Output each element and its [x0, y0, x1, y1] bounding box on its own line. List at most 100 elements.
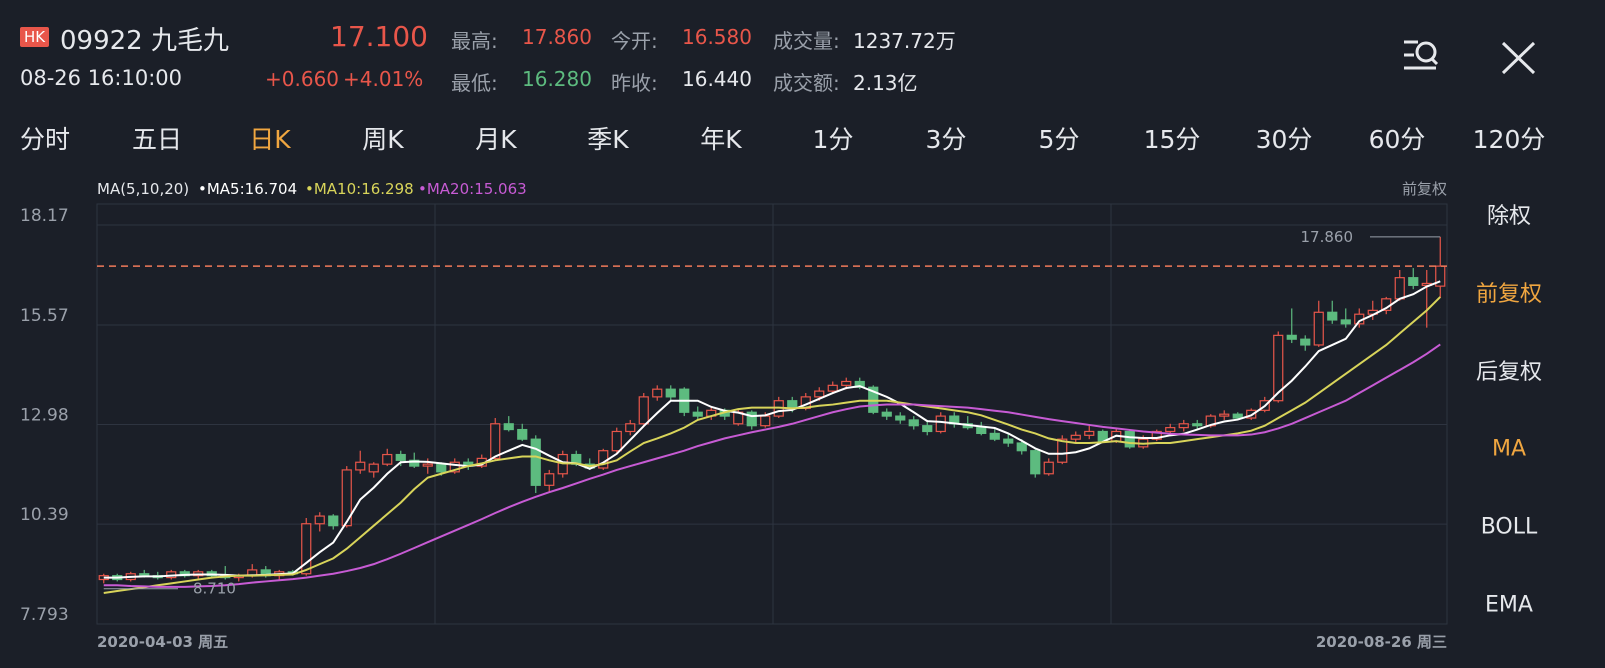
side-option[interactable]: 后复权	[1475, 360, 1543, 385]
candle-body	[881, 411, 892, 417]
side-option[interactable]: 除权	[1486, 204, 1532, 229]
candle-body	[1408, 277, 1419, 286]
tab[interactable]: 3分	[925, 125, 967, 154]
legend-entry: •MA10:16.298	[305, 180, 414, 198]
candle-body	[1003, 438, 1014, 444]
candle-body	[1124, 430, 1135, 448]
time: 08-26 16:10:00	[20, 66, 183, 90]
candle-body	[382, 453, 393, 465]
x-label: 2020-04-03 周五	[97, 633, 228, 651]
candle-body	[1394, 277, 1405, 300]
candle-body	[1043, 461, 1054, 475]
stat-label: 成交额:	[773, 71, 840, 95]
candle-body	[922, 425, 933, 433]
candle-body	[1327, 311, 1338, 321]
candle-body	[1057, 438, 1068, 463]
search-icon[interactable]	[1400, 38, 1442, 78]
tab[interactable]: 15分	[1143, 125, 1201, 154]
candle-body	[355, 461, 366, 471]
side-option[interactable]: 前复权	[1475, 282, 1543, 307]
stat-label: 最高:	[451, 29, 498, 53]
candle-body	[1030, 450, 1041, 475]
stat-value: 16.280	[522, 67, 592, 91]
close-icon[interactable]	[1500, 40, 1538, 76]
candle-body	[139, 573, 150, 577]
tab[interactable]: 30分	[1255, 125, 1313, 154]
tab[interactable]: 年K	[700, 125, 742, 154]
side-option[interactable]: MA	[1491, 436, 1527, 462]
candle-body	[1016, 442, 1027, 452]
min-label: 8.710	[193, 580, 236, 598]
change: +0.660	[265, 67, 340, 91]
tab[interactable]: 5分	[1038, 125, 1080, 154]
stat-value: 16.440	[682, 67, 752, 91]
candle-body	[314, 515, 325, 525]
candle-body	[1286, 334, 1297, 340]
candle-body	[1232, 413, 1243, 419]
candle-body	[490, 423, 501, 459]
tab[interactable]: 季K	[587, 125, 629, 154]
candle-body	[544, 473, 555, 486]
candle-body	[692, 411, 703, 417]
stock-name: 09922 九毛九	[60, 26, 229, 56]
candle-body	[1165, 427, 1176, 433]
tab[interactable]: 五日	[131, 125, 183, 154]
legend-title: MA(5,10,20)	[97, 180, 189, 198]
candle-body	[341, 469, 352, 527]
candle-body	[395, 453, 406, 461]
tab[interactable]: 日K	[249, 125, 291, 154]
candle-body	[625, 423, 636, 433]
ma-line	[103, 343, 1441, 588]
candle-body	[976, 427, 987, 434]
candle-body	[638, 396, 649, 425]
candle-body	[301, 523, 312, 575]
tab[interactable]: 120分	[1472, 125, 1546, 154]
y-tick-label: 18.17	[20, 206, 69, 226]
tab[interactable]: 1分	[812, 125, 854, 154]
candle-body	[652, 388, 663, 398]
stat-value: 16.580	[682, 25, 752, 49]
y-tick-label: 15.57	[20, 306, 69, 326]
chart: MA(5,10,20) 前复权 2020-04-03 周五 2020-08-26…	[20, 180, 1448, 651]
tab[interactable]: 60分	[1368, 125, 1426, 154]
y-tick-label: 7.793	[20, 605, 69, 625]
candle-body	[746, 411, 757, 427]
candle-body	[1340, 319, 1351, 325]
candle-body	[1192, 423, 1203, 427]
change-pct: +4.01%	[343, 67, 424, 91]
x-label: 2020-08-26 周三	[1316, 633, 1447, 651]
candle-body	[368, 463, 379, 473]
tab[interactable]: 月K	[475, 125, 517, 154]
candle-body	[1313, 311, 1324, 346]
candle-body	[989, 432, 1000, 440]
candle-body	[1151, 430, 1162, 440]
legend-entry: •MA5:16.704	[198, 180, 297, 198]
candle-body	[530, 438, 541, 486]
candle-body	[908, 419, 919, 427]
tab[interactable]: 周K	[362, 125, 404, 154]
ma-line	[103, 280, 1441, 579]
market-badge: HK	[20, 27, 50, 47]
tab[interactable]: 分时	[19, 125, 71, 154]
candle-body	[1219, 413, 1230, 417]
candle-body	[1084, 430, 1095, 436]
candle-body	[517, 428, 528, 440]
candle-body	[1273, 334, 1284, 402]
side-option[interactable]: EMA	[1485, 592, 1533, 618]
adjust-label: 前复权	[1402, 180, 1447, 198]
side-option[interactable]: BOLL	[1480, 514, 1538, 540]
stat-value: 2.13亿	[853, 71, 918, 95]
y-tick-label: 10.39	[20, 505, 69, 525]
candle-body	[814, 390, 825, 398]
legend-entry: •MA20:15.063	[418, 180, 527, 198]
candle-body	[841, 380, 852, 386]
candle-body	[665, 388, 676, 398]
stat-label: 昨收:	[611, 71, 658, 95]
candle-body	[1070, 434, 1081, 440]
candle-body	[935, 415, 946, 433]
candle-body	[1300, 338, 1311, 346]
candle-body	[827, 384, 838, 392]
candle-body	[1178, 423, 1189, 429]
candle-body	[409, 459, 420, 467]
